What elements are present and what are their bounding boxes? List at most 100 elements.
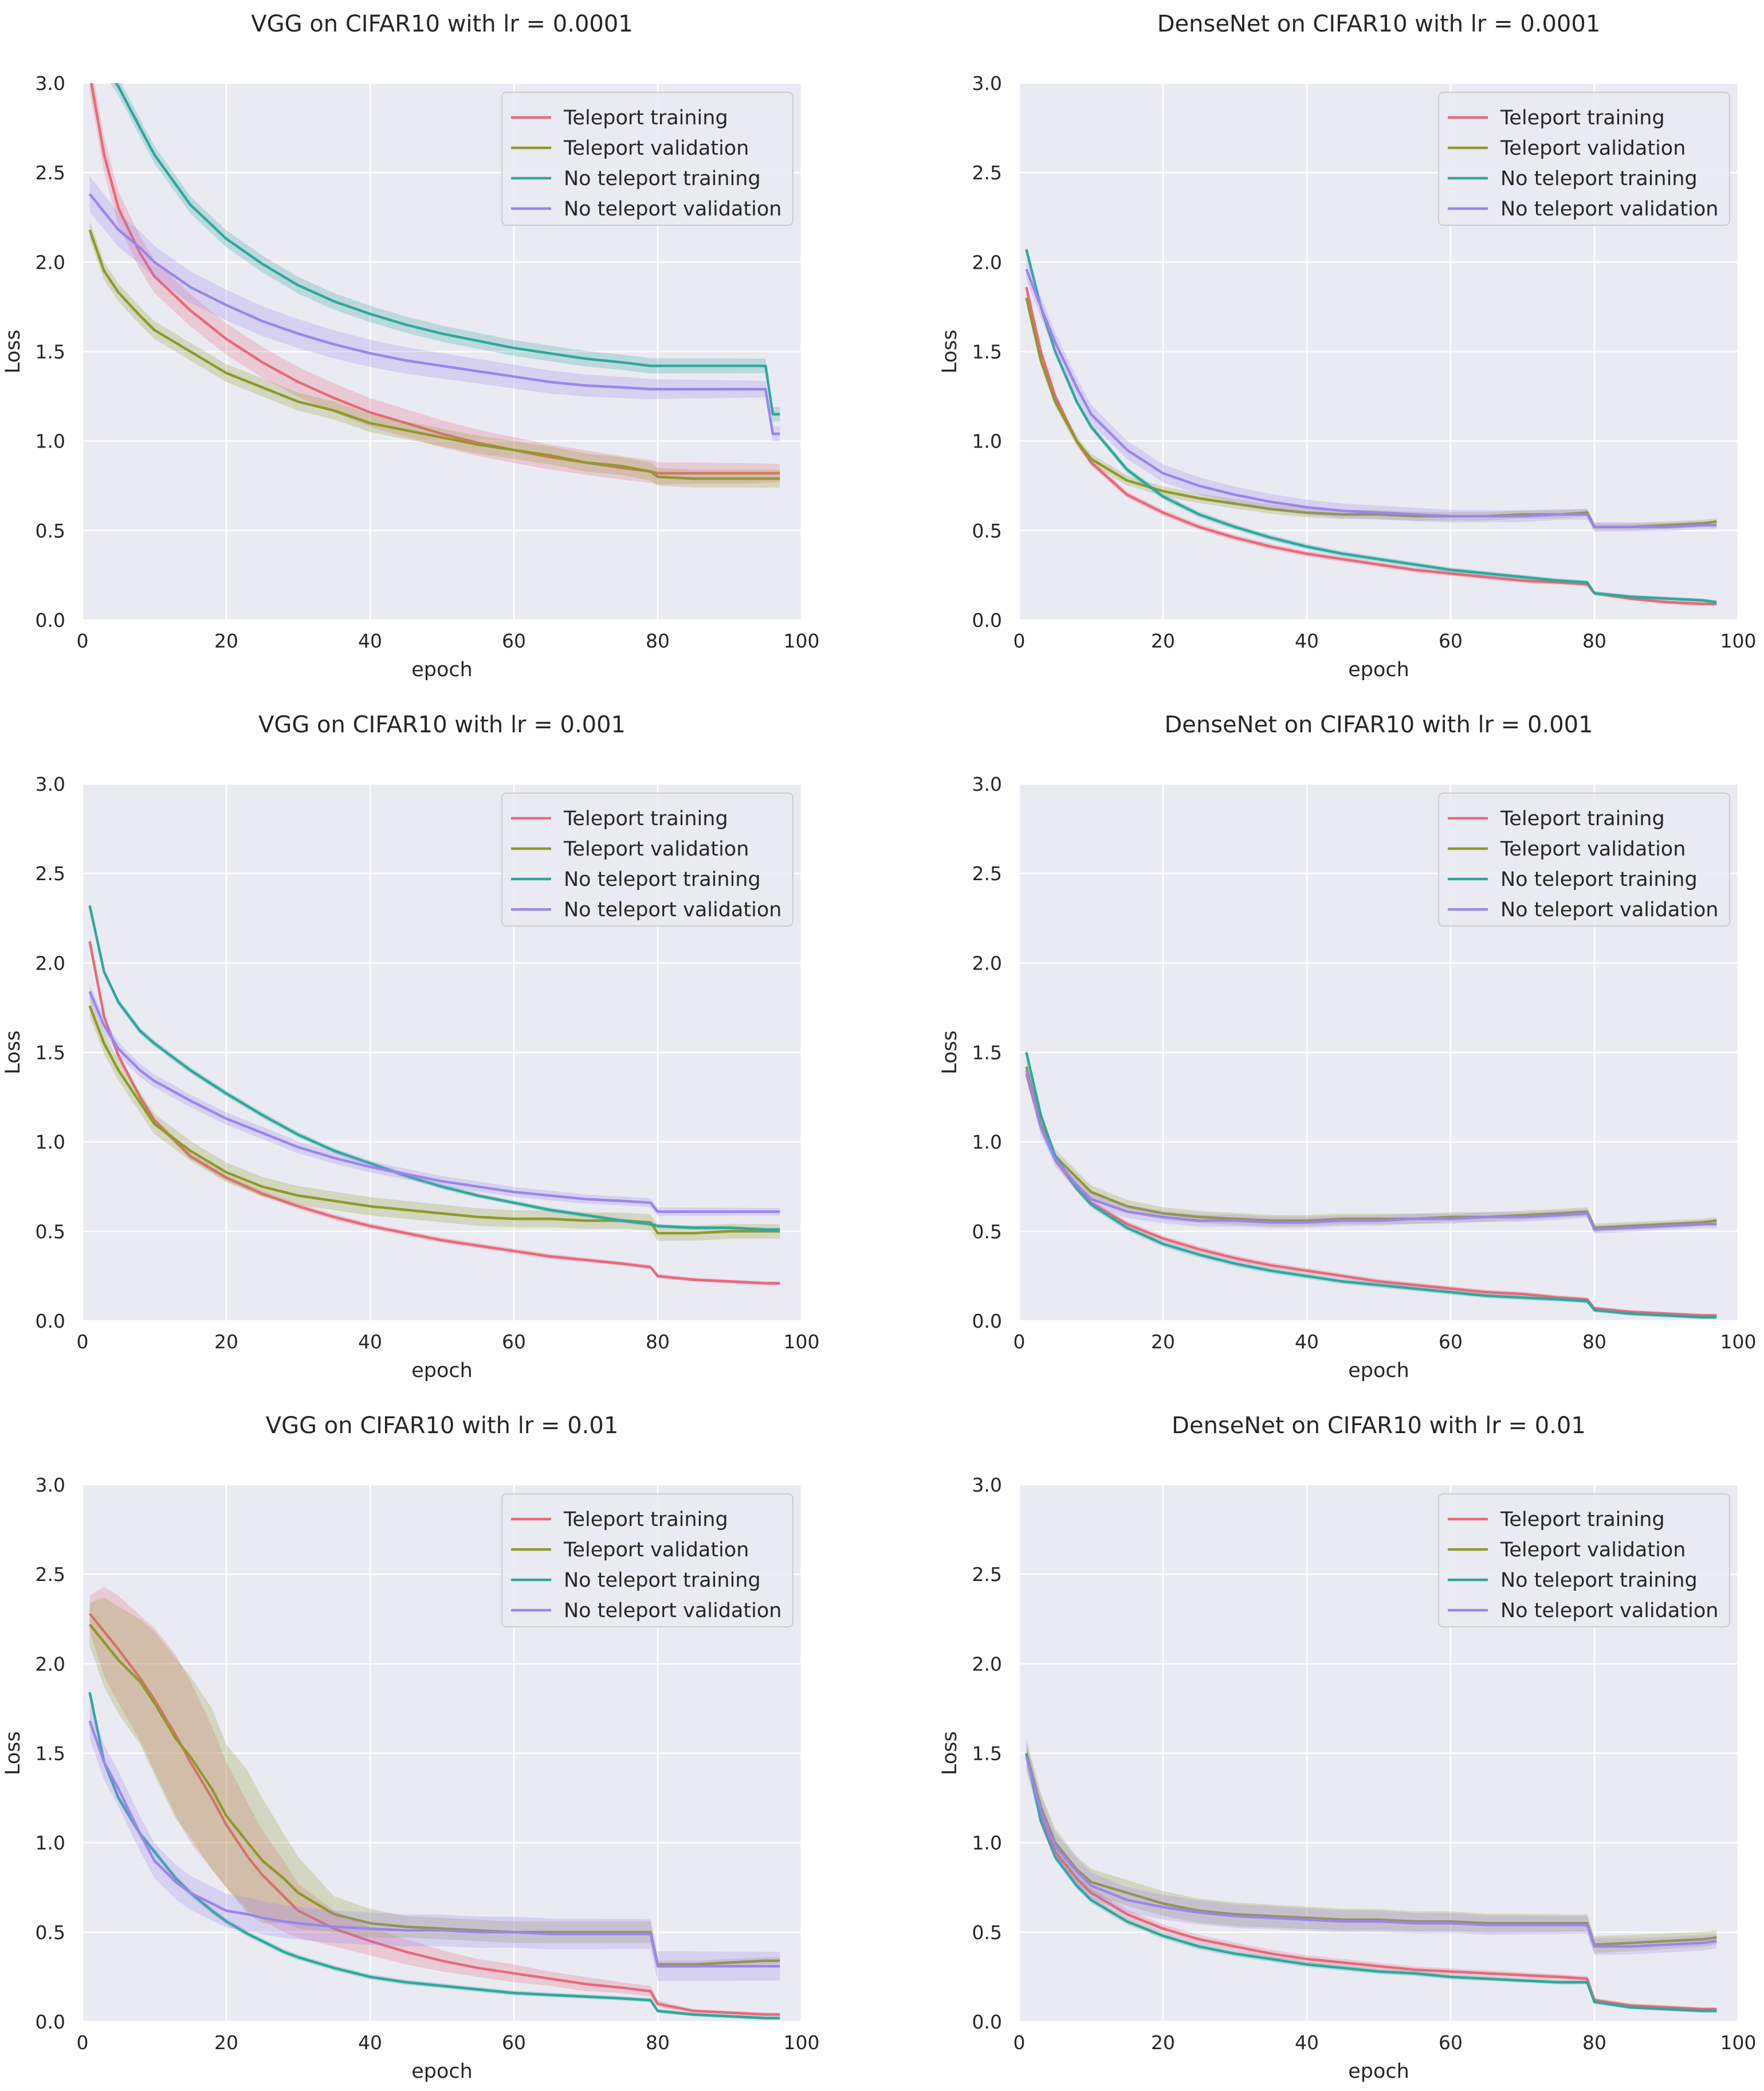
chart-5-xtick-label-4: 80 [646,2031,670,2054]
chart-6-band-1 [1026,1739,1717,1953]
chart-6-legend-label-2: No teleport training [1500,1569,1698,1592]
chart-5-legend-label-3: No teleport validation [564,1599,781,1622]
chart-5-legend: Teleport training Teleport validation No t… [501,1493,793,1627]
chart-2-legend-label-3: No teleport validation [1500,198,1718,221]
chart-3: 0 20 40 60 80 100 0.0 0.5 1.0 1.5 2.0 2.5 3.0 epoch Lo… [2,712,820,1382]
chart-4: 0 20 40 60 80 100 0.0 0.5 1.0 1.5 2.0 2.5 3.0 epoch Lo… [938,712,1757,1382]
chart-6-ytick-label-2: 1.0 [972,1832,1002,1854]
chart-6-ytick-label-4: 2.0 [972,1653,1002,1675]
chart-2-title: DenseNet on CIFAR10 with lr = 0.0001 [1157,11,1601,37]
chart-1-series-line-1 [88,229,780,480]
chart-5-ytick-label-3: 1.5 [36,1743,65,1765]
chart-5: 0 20 40 60 80 100 0.0 0.5 1.0 1.5 2.0 2.5 3.0 epoch Lo… [2,1413,820,2083]
chart-4-ytick-label-5: 2.5 [972,862,1002,885]
chart-5-xtick-label-1: 20 [214,2031,238,2054]
chart-4-legend-label-1: Teleport validation [1500,838,1686,861]
chart-5-series-line-3 [88,1720,780,1968]
chart-1-xtick-label-5: 100 [784,630,820,652]
chart-1-band-3 [89,176,780,442]
chart-3-xtick-label-2: 40 [358,1331,382,1353]
chart-4-ytick-label-6: 3.0 [972,773,1002,795]
chart-4-band-2 [1026,1049,1717,1319]
chart-5-series-line-2 [88,1692,780,2020]
chart-4-series-layer [1025,1049,1717,1319]
chart-5-ylabel: Loss [2,1731,25,1775]
chart-3-ytick-label-5: 2.5 [36,862,65,885]
chart-5-legend-label-2: No teleport training [564,1569,761,1592]
chart-2-ytick-label-4: 2.0 [972,251,1002,273]
chart-4-legend-label-0: Teleport training [1500,807,1665,830]
chart-1: 0 20 40 60 80 100 0.0 0.5 1.0 1.5 2.0 2.5 3.0 epoch Lo… [2,11,820,681]
chart-6-ytick-label-1: 0.5 [972,1921,1002,1944]
chart-6-xtick-label-2: 40 [1295,2031,1319,2054]
chart-3-ytick-label-3: 1.5 [36,1042,65,1064]
chart-5-xtick-label-2: 40 [358,2031,382,2054]
chart-6-xtick-label-0: 0 [1013,2031,1026,2054]
chart-2-band-0 [1026,283,1717,606]
chart-1-band-1 [89,221,780,488]
chart-2-xtick-label-1: 20 [1151,630,1175,652]
chart-4-series-line-3 [1025,1070,1717,1231]
chart-5-legend-label-0: Teleport training [563,1508,728,1531]
chart-6-band-3 [1026,1742,1717,1955]
chart-6-legend-label-0: Teleport training [1500,1508,1665,1531]
chart-1-legend-label-0: Teleport training [563,107,728,130]
chart-4-legend-label-3: No teleport validation [1500,899,1718,921]
chart-1-ylabel: Loss [2,329,25,374]
chart-3-ytick-label-4: 2.0 [36,952,65,974]
chart-5-ytick-label-6: 3.0 [36,1474,65,1496]
chart-1-ytick-label-1: 0.5 [36,520,65,542]
chart-2-xtick-label-5: 100 [1720,630,1757,652]
chart-3-legend-label-3: No teleport validation [564,899,781,921]
chart-3-legend-label-0: Teleport training [563,807,728,830]
chart-5-ytick-label-4: 2.0 [36,1653,65,1675]
chart-6-xtick-label-5: 100 [1720,2031,1757,2054]
chart-6-series-line-2 [1025,1753,1717,2012]
chart-2-legend-label-0: Teleport training [1500,107,1665,130]
chart-5-xtick-label-0: 0 [77,2031,89,2054]
chart-6: 0 20 40 60 80 100 0.0 0.5 1.0 1.5 2.0 2.5 3.0 epoch Lo… [938,1413,1757,2083]
chart-5-band-1 [89,1597,780,1968]
chart-2-ytick-label-0: 0.0 [972,609,1002,631]
chart-3-xlabel: epoch [411,1359,473,1382]
chart-2-series-line-3 [1025,268,1717,528]
chart-4-title: DenseNet on CIFAR10 with lr = 0.001 [1164,712,1593,738]
chart-6-legend-label-1: Teleport validation [1500,1539,1686,1562]
chart-1-xtick-label-4: 80 [646,630,670,652]
chart-3-xtick-label-5: 100 [784,1331,820,1353]
chart-4-xtick-label-1: 20 [1151,1331,1175,1353]
chart-6-ytick-label-3: 1.5 [972,1743,1002,1765]
chart-2-ytick-label-6: 3.0 [972,72,1002,95]
chart-4-legend: Teleport training Teleport validation No t… [1438,793,1730,927]
chart-2-ytick-label-1: 0.5 [972,520,1002,542]
chart-3-ytick-label-2: 1.0 [36,1131,65,1154]
chart-3-ytick-label-6: 3.0 [36,773,65,795]
chart-3-xtick-label-4: 80 [646,1331,670,1353]
chart-3-series-line-1 [88,1005,780,1235]
chart-4-series-line-2 [1025,1052,1717,1319]
chart-3-ytick-label-1: 0.5 [36,1221,65,1243]
chart-4-xtick-label-2: 40 [1295,1331,1319,1353]
chart-2-ytick-label-2: 1.0 [972,430,1002,453]
chart-3-xtick-label-3: 60 [502,1331,526,1353]
chart-4-ytick-label-3: 1.5 [972,1042,1002,1064]
chart-4-xlabel: epoch [1348,1359,1409,1382]
chart-1-ytick-label-5: 2.5 [36,162,65,184]
chart-4-xtick-label-0: 0 [1013,1331,1026,1353]
chart-6-ytick-label-5: 2.5 [972,1563,1002,1586]
chart-6-legend-label-3: No teleport validation [1500,1599,1718,1622]
chart-2-xlabel: epoch [1348,658,1409,681]
chart-1-legend-label-1: Teleport validation [563,137,749,160]
chart-4-series-line-1 [1025,1066,1717,1229]
chart-6-xtick-label-1: 20 [1151,2031,1175,2054]
chart-5-ytick-label-5: 2.5 [36,1563,65,1586]
chart-4-ytick-label-4: 2.0 [972,952,1002,974]
chart-1-xtick-label-2: 40 [358,630,382,652]
chart-6-xtick-label-3: 60 [1439,2031,1463,2054]
chart-1-xtick-label-3: 60 [502,630,526,652]
chart-2-legend-box [1438,92,1730,226]
chart-1-series-line-2 [114,83,780,416]
chart-4-ytick-label-0: 0.0 [972,1310,1002,1332]
chart-6-ytick-label-6: 3.0 [972,1474,1002,1496]
